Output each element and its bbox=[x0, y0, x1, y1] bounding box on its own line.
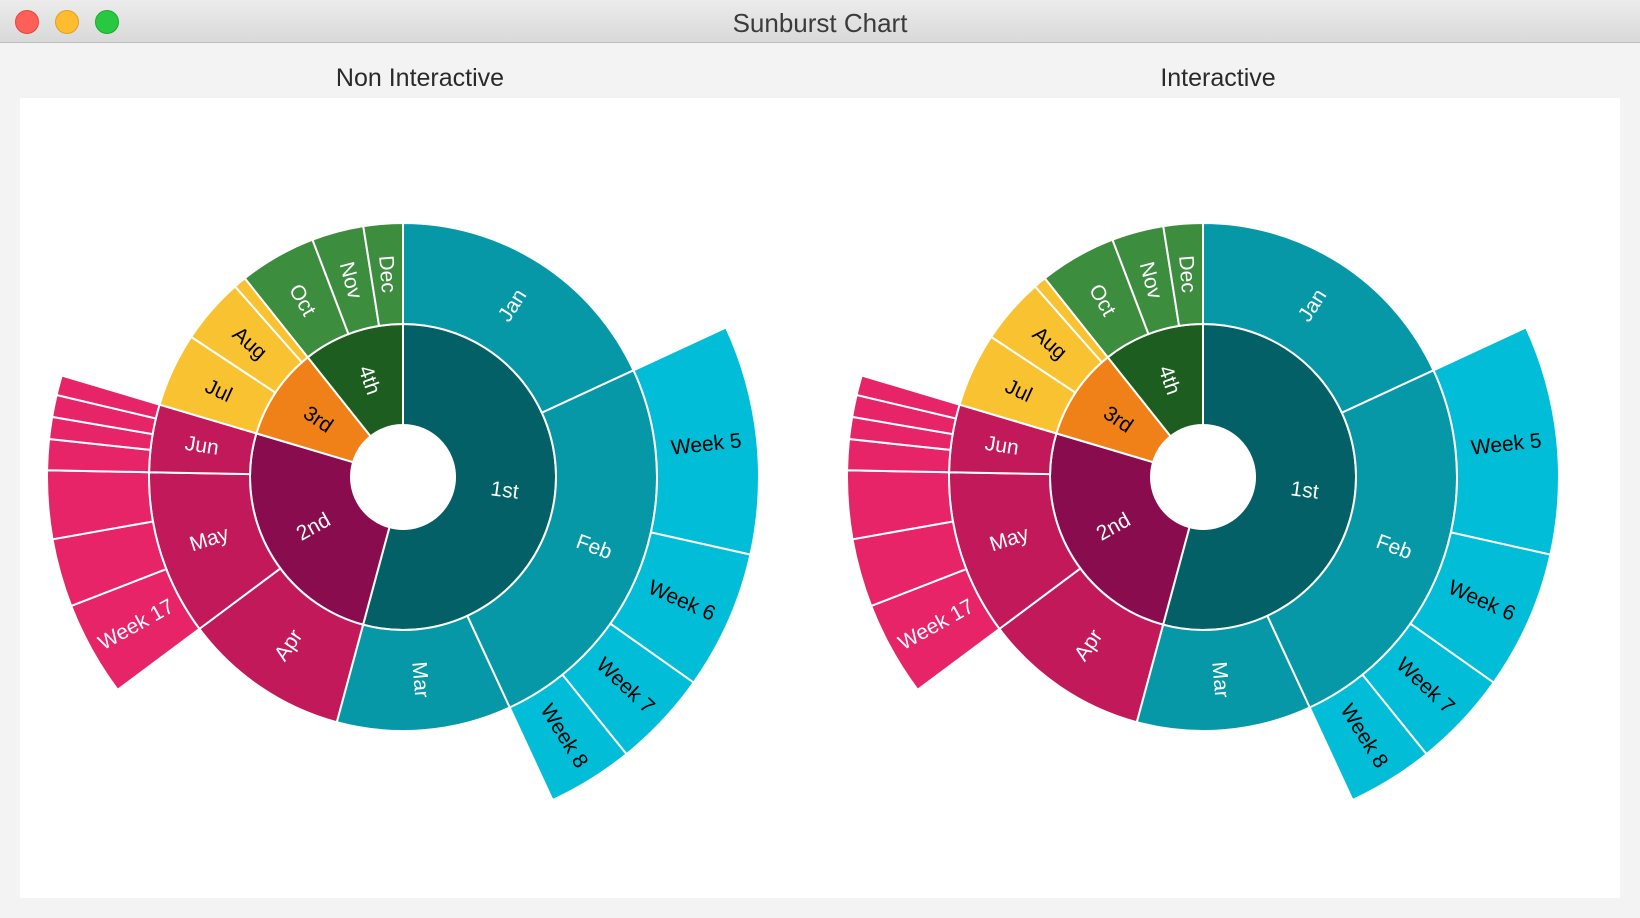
panel-title-non-interactive: Non Interactive bbox=[335, 64, 505, 92]
month-jun-label: Jun bbox=[983, 432, 1020, 460]
title-bar[interactable]: Sunburst Chart bbox=[0, 0, 1640, 43]
month-mar-label: Mar bbox=[407, 661, 433, 699]
close-window-button[interactable] bbox=[15, 10, 39, 34]
month-dec-label: Dec bbox=[374, 255, 400, 294]
minimize-window-button[interactable] bbox=[55, 10, 79, 34]
week-week-8-segment bbox=[508, 673, 628, 802]
month-dec-label: Dec bbox=[1174, 255, 1200, 294]
month-dec-segment[interactable] bbox=[1162, 221, 1204, 328]
quarter-1st-label: 1st bbox=[1289, 477, 1320, 504]
month-jan-segment[interactable] bbox=[1202, 221, 1435, 415]
month-jan-segment bbox=[402, 221, 635, 415]
window-title: Sunburst Chart bbox=[732, 8, 908, 38]
month-jun-label: Jun bbox=[183, 432, 220, 460]
month-dec-segment bbox=[362, 221, 404, 328]
charts-canvas: 1st Jan Feb Week 5 Week 6 Week 7 Week 8 Mar 2nd A… bbox=[20, 98, 1620, 898]
month-mar-label: Mar bbox=[1207, 661, 1233, 699]
zoom-window-button[interactable] bbox=[95, 10, 119, 34]
panel-title-interactive: Interactive bbox=[1160, 64, 1276, 92]
week-week-8-segment[interactable] bbox=[1308, 673, 1428, 802]
quarter-1st-label: 1st bbox=[489, 477, 520, 504]
